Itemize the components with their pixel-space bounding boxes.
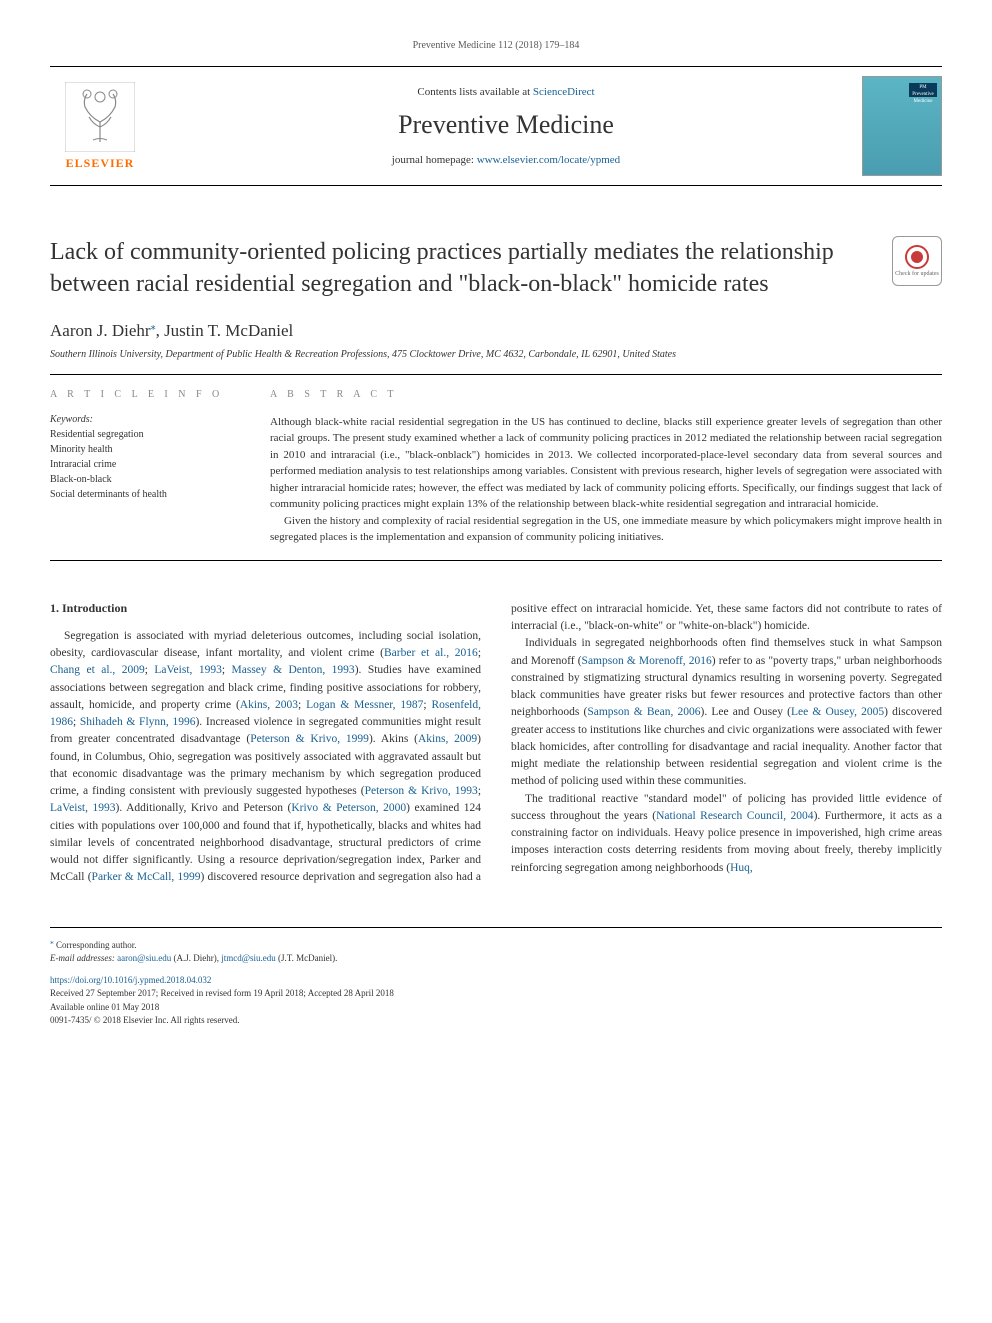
abstract-p2: Given the history and complexity of raci… <box>270 513 942 546</box>
received-line: Received 27 September 2017; Received in … <box>50 987 942 1001</box>
author-1: Aaron J. Diehr <box>50 321 151 340</box>
email-name: (A.J. Diehr), <box>171 953 221 963</box>
corresponding-author: ⁎ Corresponding author. <box>50 936 942 953</box>
ref-link[interactable]: Chang et al., 2009 <box>50 664 145 676</box>
email-label: E-mail addresses: <box>50 953 117 963</box>
email-link[interactable]: aaron@siu.edu <box>117 953 171 963</box>
abstract-text: Although black-white racial residential … <box>270 414 942 546</box>
text-run: ) discovered greater access to instituti… <box>511 706 942 787</box>
article-info-heading: A R T I C L E I N F O <box>50 389 240 400</box>
keywords-list: Residential segregation Minority health … <box>50 427 240 502</box>
author-2: , Justin T. McDaniel <box>156 321 294 340</box>
article-info: A R T I C L E I N F O Keywords: Resident… <box>50 389 270 546</box>
ref-link[interactable]: Akins, 2003 <box>240 699 298 711</box>
contents-prefix: Contents lists available at <box>417 86 532 98</box>
journal-cover: PM Preventive Medicine <box>862 76 942 176</box>
keyword-item: Social determinants of health <box>50 487 240 502</box>
ref-link[interactable]: Shihadeh & Flynn, 1996 <box>80 716 196 728</box>
ref-link[interactable]: Krivo & Peterson, 2000 <box>291 802 406 814</box>
contents-line: Contents lists available at ScienceDirec… <box>150 86 862 98</box>
intro-p2: Individuals in segregated neighborhoods … <box>511 635 942 790</box>
crossmark-icon <box>905 245 929 269</box>
ref-link[interactable]: Akins, 2009 <box>418 733 477 745</box>
email-name: (J.T. McDaniel). <box>276 953 338 963</box>
homepage-line: journal homepage: www.elsevier.com/locat… <box>150 154 862 166</box>
keyword-item: Residential segregation <box>50 427 240 442</box>
elsevier-logo[interactable]: ELSEVIER <box>50 82 150 171</box>
available-line: Available online 01 May 2018 <box>50 1001 942 1015</box>
section-heading: 1. Introduction <box>50 601 481 616</box>
affiliation: Southern Illinois University, Department… <box>50 349 942 375</box>
text-run: ). Lee and Ousey ( <box>701 706 791 718</box>
title-section: Lack of community-oriented policing prac… <box>50 236 942 301</box>
text-run: ). Akins ( <box>369 733 418 745</box>
elsevier-tree-icon <box>65 82 135 152</box>
footer: ⁎ Corresponding author. E-mail addresses… <box>50 927 942 1028</box>
ref-link[interactable]: Massey & Denton, 1993 <box>232 664 355 676</box>
article-title: Lack of community-oriented policing prac… <box>50 236 892 301</box>
elsevier-text: ELSEVIER <box>66 156 135 171</box>
info-abstract-row: A R T I C L E I N F O Keywords: Resident… <box>50 389 942 561</box>
ref-link[interactable]: LaVeist, 1993 <box>154 664 221 676</box>
email-link[interactable]: jtmcd@siu.edu <box>221 953 276 963</box>
ref-link[interactable]: Parker & McCall, 1999 <box>92 871 201 883</box>
keyword-item: Intraracial crime <box>50 457 240 472</box>
ref-link[interactable]: Peterson & Krivo, 1999 <box>250 733 369 745</box>
copyright-line: 0091-7435/ © 2018 Elsevier Inc. All righ… <box>50 1014 942 1028</box>
email-line: E-mail addresses: aaron@siu.edu (A.J. Di… <box>50 952 942 966</box>
sciencedirect-link[interactable]: ScienceDirect <box>533 86 595 98</box>
ref-link[interactable]: Peterson & Krivo, 1993 <box>365 785 478 797</box>
intro-p3: The traditional reactive "standard model… <box>511 791 942 877</box>
publisher-bar: ELSEVIER Contents lists available at Sci… <box>50 66 942 186</box>
body-section: 1. Introduction Segregation is associate… <box>50 601 942 887</box>
abstract-p1: Although black-white racial residential … <box>270 414 942 513</box>
keyword-item: Black-on-black <box>50 472 240 487</box>
text-run: ) discovered resource <box>201 871 300 883</box>
crossmark-label: Check for updates <box>895 271 939 277</box>
journal-name: Preventive Medicine <box>150 110 862 140</box>
body-text: Segregation is associated with myriad de… <box>50 601 942 887</box>
corr-label: Corresponding author. <box>54 940 137 950</box>
text-run: ). Additionally, Krivo and Peterson ( <box>116 802 292 814</box>
ref-link[interactable]: Huq, <box>730 862 753 874</box>
keyword-item: Minority health <box>50 442 240 457</box>
homepage-prefix: journal homepage: <box>392 154 477 166</box>
authors: Aaron J. Diehr⁎, Justin T. McDaniel <box>50 321 942 341</box>
ref-link[interactable]: LaVeist, 1993 <box>50 802 116 814</box>
keywords-label: Keywords: <box>50 414 240 425</box>
ref-link[interactable]: Sampson & Bean, 2006 <box>587 706 700 718</box>
crossmark-badge[interactable]: Check for updates <box>892 236 942 286</box>
abstract-heading: A B S T R A C T <box>270 389 942 400</box>
doi-link[interactable]: https://doi.org/10.1016/j.ypmed.2018.04.… <box>50 974 942 988</box>
ref-link[interactable]: Lee & Ousey, 2005 <box>791 706 884 718</box>
ref-link[interactable]: Barber et al., 2016 <box>384 647 478 659</box>
journal-cover-badge: PM Preventive Medicine <box>909 83 937 97</box>
ref-link[interactable]: Logan & Messner, 1987 <box>306 699 423 711</box>
homepage-link[interactable]: www.elsevier.com/locate/ypmed <box>477 154 620 166</box>
ref-link[interactable]: Sampson & Morenoff, 2016 <box>582 655 712 667</box>
publisher-center: Contents lists available at ScienceDirec… <box>150 86 862 166</box>
running-head: Preventive Medicine 112 (2018) 179–184 <box>50 40 942 51</box>
abstract-column: A B S T R A C T Although black-white rac… <box>270 389 942 546</box>
ref-link[interactable]: National Research Council, 2004 <box>656 810 814 822</box>
